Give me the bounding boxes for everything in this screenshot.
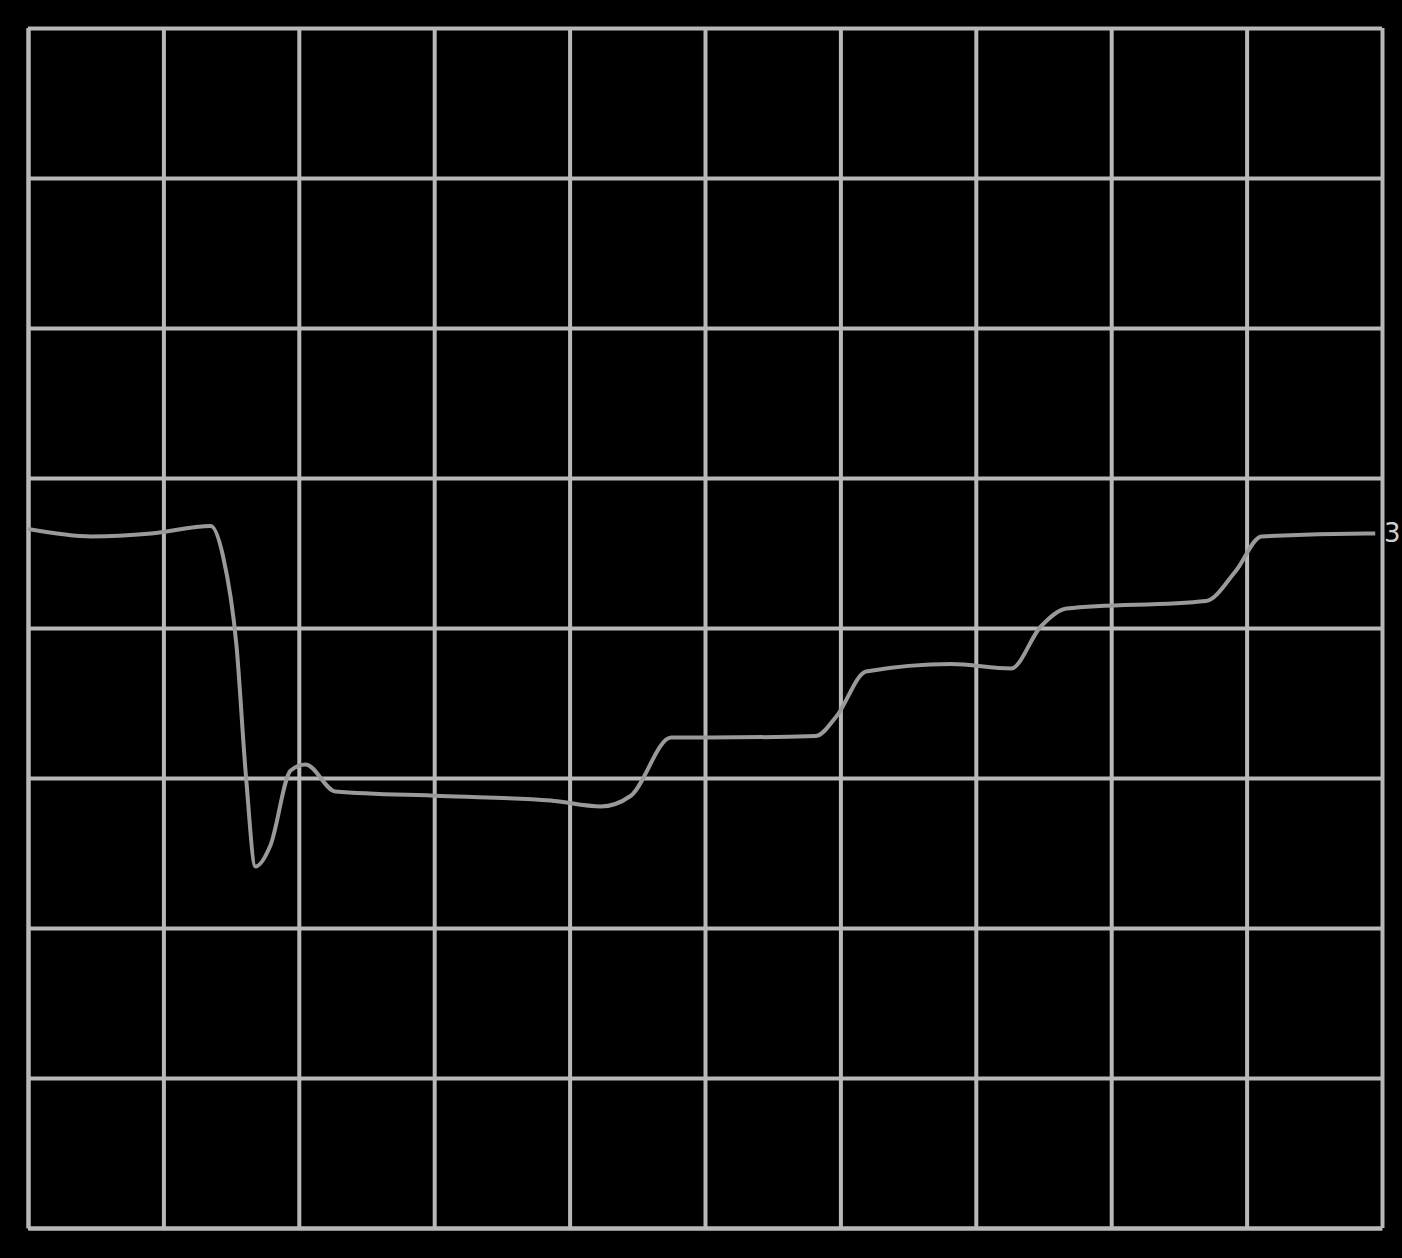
y-tick (28, 778, 1382, 779)
plot (28, 28, 1383, 1229)
y-grid-line (28, 627, 1382, 631)
y-tick (28, 628, 1382, 629)
x-tick (1382, 28, 1383, 1228)
y-grid-line (28, 777, 1382, 781)
channel-label: 3 (1384, 518, 1401, 548)
trace-group (28, 526, 1375, 867)
y-grid-line (28, 1077, 1382, 1081)
y-tick (28, 328, 1382, 329)
y-grid-line (28, 327, 1382, 331)
y-tick (28, 1078, 1382, 1079)
y-tick (28, 178, 1382, 179)
y-tick (28, 928, 1382, 929)
x-axis (29, 28, 1383, 1229)
y-axis (28, 29, 1382, 1229)
y-grid-line (28, 177, 1382, 181)
background (0, 0, 1402, 1258)
y-grid-line (28, 27, 1382, 31)
y-tick (28, 1228, 1382, 1229)
x-axis-line (29, 1227, 1383, 1231)
trace (28, 526, 1375, 867)
y-grid-line (28, 477, 1382, 481)
y-tick (28, 28, 1382, 29)
y-tick (28, 478, 1382, 479)
y-grid-line (28, 1227, 1382, 1231)
y-grid-line (28, 927, 1382, 931)
chart: 3 (0, 0, 1402, 1258)
